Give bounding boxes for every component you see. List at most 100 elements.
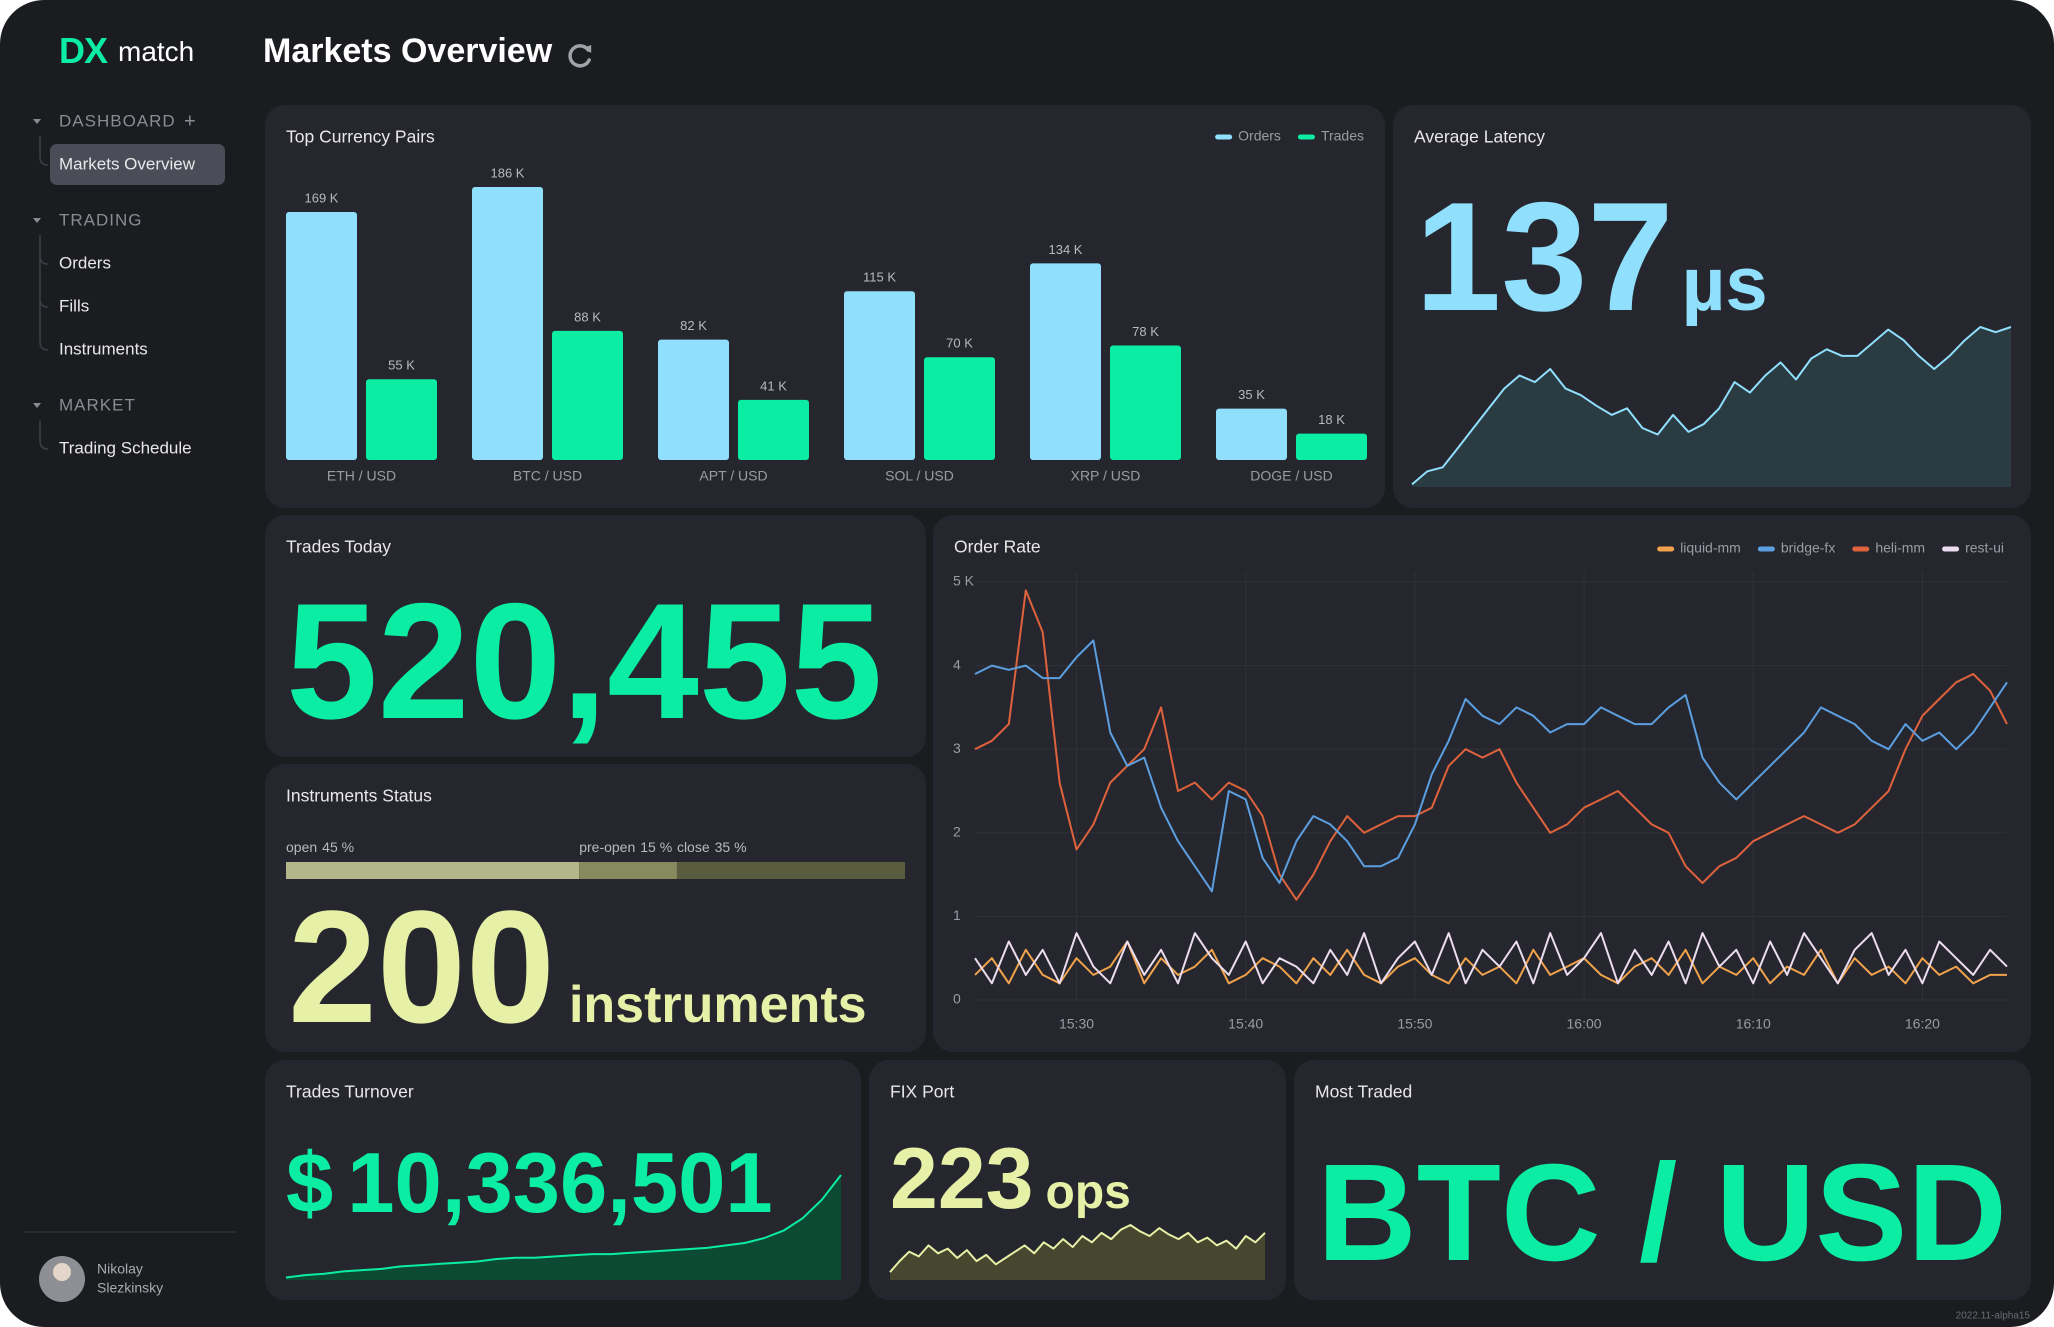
y-tick-label: 5 K — [953, 573, 975, 589]
add-button[interactable]: + — [184, 110, 196, 132]
legend-swatch[interactable] — [1657, 546, 1675, 552]
status-label: close 35 % — [677, 839, 747, 855]
value-label: 169 K — [305, 190, 339, 205]
caret — [33, 403, 41, 408]
value-label: 55 K — [388, 358, 415, 373]
x-tick-label: XRP / USD — [1071, 468, 1141, 484]
big-value: BTC / USD — [1317, 1136, 2007, 1290]
legend-label[interactable]: heli-mm — [1875, 540, 1925, 556]
user-first-name[interactable]: Nikolay — [97, 1261, 143, 1277]
status-percent: 15 % — [640, 839, 672, 855]
sparkline-area — [890, 1225, 1265, 1280]
user-last-name[interactable]: Slezkinsky — [97, 1280, 163, 1296]
legend-label[interactable]: liquid-mm — [1680, 540, 1741, 556]
legend-swatch[interactable] — [1297, 134, 1315, 140]
panel — [265, 1060, 861, 1300]
legend-swatch[interactable] — [1215, 134, 1233, 140]
big-unit: instruments — [569, 976, 867, 1034]
sparkline-line — [889, 1224, 1266, 1273]
legend-label[interactable]: Trades — [1321, 128, 1364, 144]
legend-label[interactable]: Orders — [1238, 128, 1281, 144]
value-label: 41 K — [760, 378, 787, 393]
nav-item[interactable]: Markets Overview — [59, 154, 196, 173]
bar — [286, 211, 357, 460]
status-label: open 45 % — [286, 839, 354, 855]
big-value: 200 — [288, 877, 555, 1056]
panel-title: Most Traded — [1315, 1082, 1412, 1102]
panel — [265, 105, 1385, 508]
tree-line — [39, 420, 49, 450]
y-tick-label: 2 — [953, 824, 961, 840]
value-label: 82 K — [680, 318, 707, 333]
legend-swatch[interactable] — [1757, 546, 1775, 552]
section-title[interactable]: DASHBOARD — [59, 111, 176, 130]
section-title[interactable]: MARKET — [59, 395, 136, 414]
x-tick-label: 16:00 — [1567, 1016, 1602, 1032]
tree-line — [39, 136, 49, 166]
panel-title: Average Latency — [1414, 127, 1545, 147]
big-value: 10,336,501 — [347, 1136, 772, 1231]
big-value: 223 — [890, 1131, 1034, 1227]
currency: $ — [286, 1136, 333, 1231]
bar — [1030, 263, 1101, 460]
x-tick-label: 16:10 — [1736, 1016, 1771, 1032]
x-tick-label: 15:40 — [1228, 1016, 1263, 1032]
legend-swatch[interactable] — [1942, 546, 1960, 552]
bar — [472, 187, 543, 460]
value-label: 35 K — [1238, 387, 1265, 402]
legend-swatch[interactable] — [1852, 546, 1870, 552]
panel-title: Trades Today — [286, 537, 391, 557]
bar — [1110, 345, 1181, 460]
value-label: 88 K — [574, 309, 601, 324]
avatar-head — [53, 1263, 71, 1281]
bar — [1296, 433, 1367, 460]
tree-line — [39, 235, 49, 351]
x-tick-label: 15:30 — [1059, 1016, 1094, 1032]
status-segment — [676, 862, 905, 879]
series-line — [974, 932, 2008, 985]
bar — [552, 330, 623, 460]
x-tick-label: DOGE / USD — [1250, 468, 1332, 484]
x-tick-label: 16:20 — [1905, 1016, 1940, 1032]
refresh-icon[interactable] — [568, 44, 591, 68]
nav-item[interactable]: Orders — [59, 253, 111, 272]
bar — [924, 357, 995, 460]
status-segment — [286, 862, 580, 879]
version: 2022.11-alpha15 — [1956, 1311, 2031, 1322]
big-value: 137 — [1415, 170, 1674, 343]
value-label: 18 K — [1318, 412, 1345, 427]
big-unit: µs — [1682, 242, 1768, 327]
sparkline-line — [285, 1174, 842, 1279]
nav-item[interactable]: Fills — [59, 296, 89, 315]
bar — [738, 399, 809, 460]
panel-title: Instruments Status — [286, 786, 432, 806]
value-label: 186 K — [491, 165, 525, 180]
caret — [33, 218, 41, 223]
x-tick-label: APT / USD — [699, 468, 767, 484]
series-line — [974, 589, 2008, 901]
sparkline-line — [1411, 326, 2012, 486]
logo-mark: DX — [59, 30, 108, 71]
section-title[interactable]: TRADING — [59, 210, 143, 229]
legend-label[interactable]: rest-ui — [1965, 540, 2004, 556]
panel — [265, 515, 926, 757]
sparkline-area — [1412, 327, 2011, 487]
panel — [265, 764, 926, 1052]
refresh-arrow[interactable] — [583, 45, 592, 53]
status-percent: 45 % — [322, 839, 354, 855]
status-label: pre-open 15 % — [579, 839, 672, 855]
value-label: 134 K — [1049, 242, 1083, 257]
nav-item[interactable]: Trading Schedule — [59, 438, 192, 457]
panel — [933, 515, 2031, 1052]
bar — [844, 291, 915, 460]
nav-item-selected[interactable] — [50, 144, 225, 185]
logo-text: match — [118, 36, 194, 67]
status-name: close — [677, 839, 710, 855]
nav-item[interactable]: Instruments — [59, 339, 148, 358]
status-name: open — [286, 839, 317, 855]
legend-label[interactable]: bridge-fx — [1781, 540, 1835, 556]
value-label: 115 K — [863, 270, 896, 285]
panel-title: Top Currency Pairs — [286, 127, 435, 147]
